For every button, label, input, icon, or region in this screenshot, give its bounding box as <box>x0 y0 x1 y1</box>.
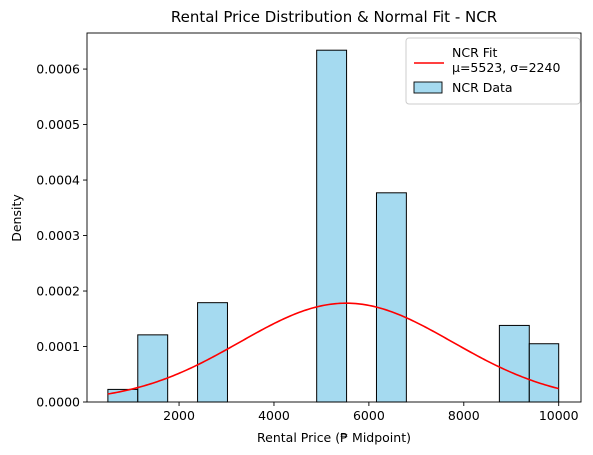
legend-box <box>405 37 581 105</box>
legend: NCR Fit μ=5523, σ=2240 NCR Data <box>405 37 581 105</box>
legend-data-label: NCR Data <box>452 80 513 95</box>
histogram-bar-7 <box>528 343 560 403</box>
chart-title: Rental Price Distribution & Normal Fit -… <box>171 8 497 26</box>
y-tick-label-2: 0.0002 <box>36 284 80 299</box>
histogram-bar-6 <box>498 324 530 403</box>
legend-fit-label-line1: NCR Fit <box>452 45 497 60</box>
x-tick-label-10000: 10000 <box>539 408 579 423</box>
normal-fit-curve <box>107 302 559 395</box>
histogram-bar-5 <box>375 192 407 403</box>
y-tick-label-3: 0.0003 <box>36 228 80 243</box>
histogram-bar-2 <box>137 334 169 403</box>
histogram-bars <box>107 49 560 403</box>
x-tick-label-2000: 2000 <box>163 408 195 423</box>
x-tick-label-4000: 4000 <box>258 408 290 423</box>
y-tick-label-1: 0.0001 <box>36 339 80 354</box>
y-axis-ticks: 0.0000 0.0001 0.0002 0.0003 0.0004 0.0005 0.00… <box>36 62 87 410</box>
x-tick-label-6000: 6000 <box>353 408 385 423</box>
y-tick-label-6: 0.0006 <box>36 62 80 77</box>
plot-frame <box>86 32 582 403</box>
histogram-bar-4 <box>316 49 348 403</box>
y-tick-label-5: 0.0005 <box>36 117 80 132</box>
x-tick-label-8000: 8000 <box>448 408 480 423</box>
legend-fit-label-line2: μ=5523, σ=2240 <box>452 60 560 75</box>
y-tick-label-0: 0.0000 <box>36 395 80 410</box>
y-tick-label-4: 0.0004 <box>36 173 80 188</box>
x-axis-label: Rental Price (₱ Midpoint) <box>257 430 411 445</box>
legend-data-swatch <box>413 81 443 94</box>
y-axis-label: Density <box>9 194 24 242</box>
x-axis-ticks: 2000 4000 6000 8000 10000 <box>163 402 579 423</box>
